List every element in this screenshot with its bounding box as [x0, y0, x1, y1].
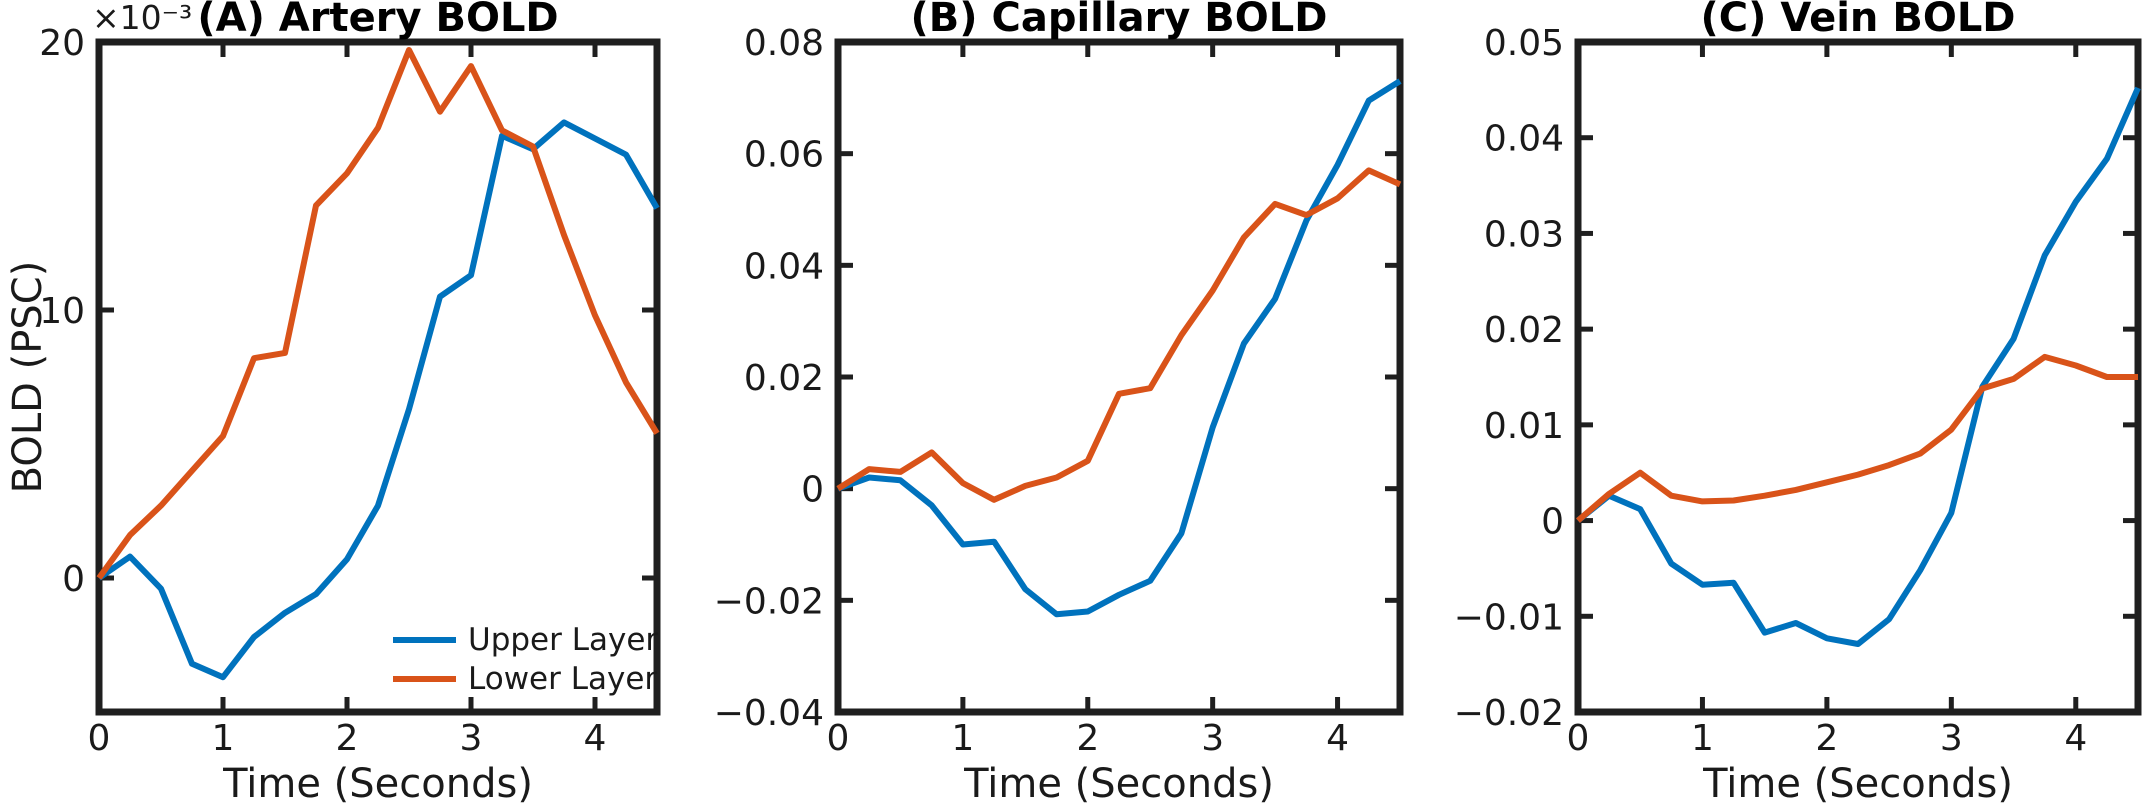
panel-a-x-tick-label: 0	[88, 718, 111, 759]
panel-b-title: (B) Capillary BOLD	[910, 0, 1328, 41]
panel-a-x-tick-label: 1	[212, 718, 235, 759]
panel-a-y-tick-label: 0	[62, 559, 85, 600]
legend-entry-upper-layer: Upper Layer	[393, 621, 658, 658]
panel-a-axes-box	[95, 38, 661, 716]
panel-c-x-tick-label: 1	[1691, 718, 1714, 759]
panel-c-y-tick-label: 0	[1541, 502, 1564, 543]
panel-b-y-tick-label: −0.04	[714, 693, 824, 734]
panel-c-y-tick-label: 0.02	[1484, 310, 1564, 351]
panel-b-x-axis-label: Time (Seconds)	[964, 761, 1274, 806]
legend-entry-lower-layer: Lower Layer	[393, 660, 658, 697]
panel-a-x-tick-label: 3	[460, 718, 483, 759]
panel-a-upper-layer-line	[97, 119, 660, 681]
panel-c-y-tick-label: 0.04	[1484, 119, 1564, 160]
panel-a-y-tick-label: 10	[39, 291, 85, 332]
panel-b-axes: 0 1 2 3 4 −0.04 −0.02 0 0.02 0.04 0.06 0.08	[714, 23, 1404, 759]
panel-c-y-tick-label: −0.02	[1454, 693, 1564, 734]
panel-b-lower-layer-line	[836, 167, 1402, 503]
panel-a-x-axis-label: Time (Seconds)	[223, 761, 533, 806]
panel-b-y-tick-label: −0.02	[714, 581, 824, 622]
legend-label-upper-layer: Upper Layer	[468, 621, 659, 658]
panel-b-y-tick-label: 0	[801, 470, 824, 511]
panel-a-y-tick-label: 20	[39, 23, 85, 64]
panel-c-x-tick-label: 4	[2064, 718, 2087, 759]
legend: Upper Layer Lower Layer	[393, 621, 658, 697]
panel-b-y-tick-label: 0.02	[744, 358, 824, 399]
panel-b-upper-layer-line	[836, 78, 1402, 618]
panel-b-axes-box	[834, 38, 1404, 716]
panel-b-x-tick-label: 0	[827, 718, 850, 759]
panel-a-axes: 0 1 2 3 4 0 10 20	[39, 23, 661, 759]
panel-a-x-tick-label: 4	[584, 718, 607, 759]
upper-layer-line-swatch	[393, 636, 456, 643]
panel-c-upper-layer-line	[1576, 86, 2141, 647]
panel-a-y-axis-label: BOLD (PSC)	[5, 260, 51, 494]
panel-b-x-tick-label: 3	[1201, 718, 1224, 759]
panel-c-y-tick-label: 0.05	[1484, 23, 1564, 64]
panel-c-y-tick-label: −0.01	[1454, 597, 1564, 638]
legend-label-lower-layer: Lower Layer	[468, 660, 658, 697]
panel-c-axes: 0 1 2 3 4 −0.02 −0.01 0 0.01 0.02 0.03 0.04 0.05	[1454, 23, 2142, 759]
panel-c-title: (C) Vein BOLD	[1700, 0, 2016, 41]
panel-c-axes-box	[1574, 38, 2142, 716]
lower-layer-line-swatch	[393, 675, 456, 682]
panel-c-x-axis-label: Time (Seconds)	[1703, 761, 2013, 806]
panel-c-x-tick-label: 2	[1815, 718, 1838, 759]
panel-a-title: (A) Artery BOLD	[197, 0, 559, 41]
panel-c-x-tick-label: 3	[1940, 718, 1963, 759]
panel-b-x-tick-label: 4	[1326, 718, 1349, 759]
panel-b-y-tick-label: 0.08	[744, 23, 824, 64]
panel-a-x-tick-label: 2	[336, 718, 359, 759]
panel-b-x-tick-label: 2	[1076, 718, 1099, 759]
panel-b-y-tick-label: 0.04	[744, 246, 824, 287]
panel-c-y-tick-label: 0.03	[1484, 214, 1564, 255]
panel-b-x-tick-label: 1	[951, 718, 974, 759]
panel-c-y-tick-label: 0.01	[1484, 406, 1564, 447]
panel-c-lower-layer-line	[1576, 353, 2138, 523]
panel-a-y-offset-label: ×10⁻³	[92, 0, 193, 37]
panel-c-x-tick-label: 0	[1567, 718, 1590, 759]
panel-b-y-tick-label: 0.06	[744, 135, 824, 176]
panel-a-lower-layer-line	[96, 47, 660, 580]
